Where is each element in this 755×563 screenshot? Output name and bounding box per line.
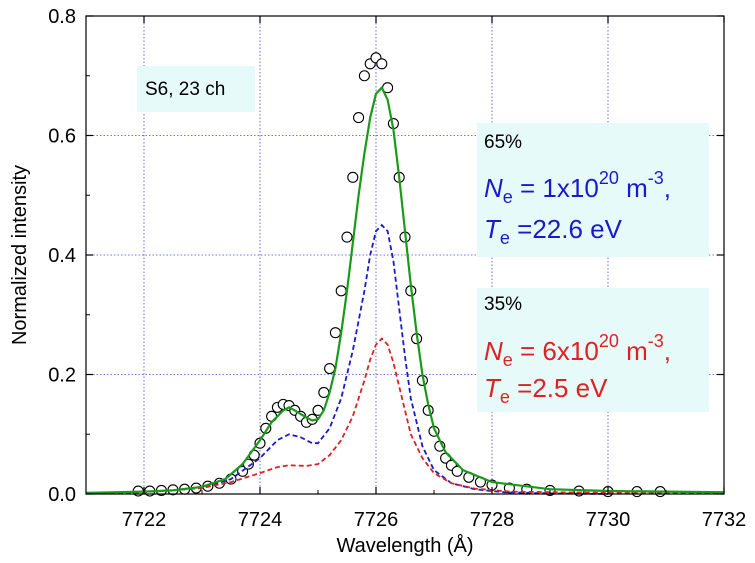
red-ne-symbol: N bbox=[484, 336, 503, 366]
data-point bbox=[376, 58, 388, 70]
y-tick-label-2: 0.4 bbox=[48, 245, 76, 267]
red-te-text: Te =2.5 eV bbox=[484, 373, 608, 407]
label-box bbox=[137, 66, 255, 112]
blue-annotation-box bbox=[477, 123, 709, 257]
data-point bbox=[347, 171, 359, 183]
blue-te-sub: e bbox=[500, 228, 510, 248]
blue-comma: , bbox=[664, 173, 671, 203]
y-tick-label-0: 0.0 bbox=[48, 484, 76, 506]
red-ne-text: Ne = 6x1020 m-3, bbox=[484, 331, 671, 370]
x-tick-label-2: 7726 bbox=[354, 509, 399, 531]
x-tick-label-0: 7722 bbox=[122, 509, 167, 531]
blue-ne-exp: 20 bbox=[599, 168, 619, 188]
y-axis-label: Normalized intensity bbox=[9, 165, 31, 345]
blue-ne-eq: = 1x10 bbox=[513, 173, 599, 203]
red-ne-sub: e bbox=[503, 350, 513, 370]
red-ne-exp: 20 bbox=[599, 331, 619, 351]
x-tick-label-4: 7730 bbox=[586, 509, 631, 531]
blue-te-symbol: T bbox=[484, 214, 502, 244]
red-percent: 35% bbox=[484, 294, 522, 315]
blue-ne-text: Ne = 1x1020 m-3, bbox=[484, 168, 671, 207]
data-point bbox=[353, 112, 365, 124]
data-point bbox=[451, 465, 463, 477]
series-layer bbox=[85, 52, 725, 498]
blue-ne-unit-exp: -3 bbox=[648, 168, 664, 188]
data-point bbox=[324, 362, 336, 375]
data-point bbox=[318, 386, 330, 398]
red-annotation-box bbox=[477, 288, 709, 412]
blue-ne-symbol: N bbox=[484, 173, 503, 203]
data-point bbox=[341, 231, 353, 243]
data-point bbox=[358, 70, 370, 82]
red-ne-eq: = 6x10 bbox=[513, 336, 599, 366]
red-ne-unit: m bbox=[619, 336, 648, 366]
data-point bbox=[335, 285, 347, 297]
red-comma: , bbox=[664, 336, 671, 366]
blue-ne-unit: m bbox=[619, 173, 648, 203]
x-axis-label: Wavelength (Å) bbox=[336, 534, 473, 557]
y-tick-label-4: 0.8 bbox=[48, 6, 76, 28]
x-tick-label-3: 7728 bbox=[470, 509, 515, 531]
blue-percent: 65% bbox=[484, 132, 522, 153]
blue-te-text: Te =22.6 eV bbox=[484, 214, 623, 248]
red-te-value: =2.5 eV bbox=[510, 373, 608, 403]
red-te-sub: e bbox=[500, 387, 510, 407]
data-point bbox=[329, 327, 341, 339]
series-line-1 bbox=[85, 85, 725, 494]
blue-ne-sub: e bbox=[503, 187, 513, 207]
x-tick-label-1: 7724 bbox=[238, 509, 283, 531]
blue-te-value: =22.6 eV bbox=[510, 214, 623, 244]
dataset-label: S6, 23 ch bbox=[145, 79, 225, 100]
red-ne-unit-exp: -3 bbox=[648, 331, 664, 351]
axis-ticks: 7722 7724 7726 7728 7730 7732 0.0 0.2 0.4 0.6 0.8 bbox=[48, 6, 746, 531]
red-te-symbol: T bbox=[484, 373, 502, 403]
y-tick-label-3: 0.6 bbox=[48, 126, 76, 148]
y-tick-label-1: 0.2 bbox=[48, 365, 76, 387]
series-line-2 bbox=[85, 223, 609, 495]
measured-points bbox=[132, 52, 666, 498]
x-tick-label-5: 7732 bbox=[702, 509, 747, 531]
